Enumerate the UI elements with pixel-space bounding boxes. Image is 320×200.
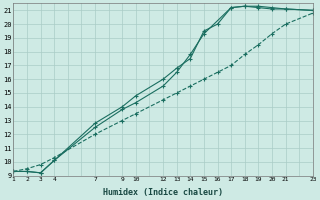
X-axis label: Humidex (Indice chaleur): Humidex (Indice chaleur) [103, 188, 223, 197]
